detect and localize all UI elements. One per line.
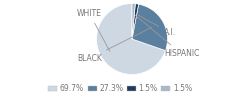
- Text: A.I.: A.I.: [138, 15, 176, 37]
- Wedge shape: [132, 4, 135, 39]
- Text: BLACK: BLACK: [77, 28, 152, 63]
- Wedge shape: [132, 4, 168, 51]
- Text: HISPANIC: HISPANIC: [135, 15, 199, 58]
- Text: WHITE: WHITE: [77, 9, 110, 51]
- Legend: 69.7%, 27.3%, 1.5%, 1.5%: 69.7%, 27.3%, 1.5%, 1.5%: [45, 81, 195, 96]
- Wedge shape: [96, 4, 166, 74]
- Wedge shape: [132, 4, 139, 39]
